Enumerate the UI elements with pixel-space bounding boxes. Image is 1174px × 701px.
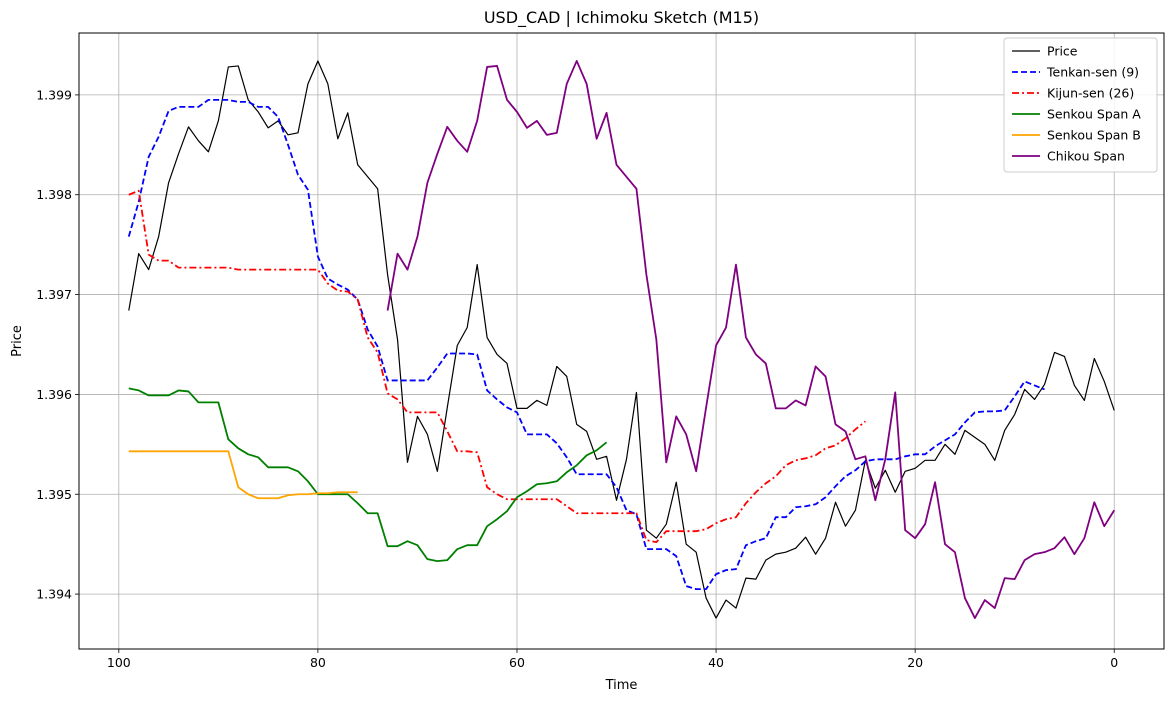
- x-axis-label: Time: [605, 678, 638, 693]
- x-tick-label: 40: [708, 655, 724, 670]
- series-line-kijun-sen-26: [128, 189, 866, 544]
- series-lines: [127, 60, 1115, 619]
- legend-entry: Chikou Span: [1047, 149, 1125, 164]
- series-line-senkou-span-b: [128, 450, 358, 500]
- x-tick-label: 20: [907, 655, 923, 670]
- x-tick-label: 60: [509, 655, 525, 670]
- legend-entry: Price: [1047, 44, 1078, 59]
- plot-frame: [78, 32, 1165, 650]
- x-tick-label: 0: [1110, 655, 1118, 670]
- legend-entry: Tenkan-sen (9): [1046, 65, 1139, 80]
- y-tick-label: 1.395: [36, 487, 72, 502]
- x-tick-label: 100: [107, 655, 131, 670]
- y-tick-label: 1.396: [36, 387, 72, 402]
- legend: Price Tenkan-sen (9) Kijun-sen (26) Senkou …: [1003, 37, 1158, 173]
- y-tick-label: 1.399: [36, 87, 72, 102]
- x-tick-label: 80: [310, 655, 326, 670]
- series-line-tenkan-sen-9: [127, 98, 1045, 590]
- series-line-price: [128, 60, 1115, 619]
- legend-entry: Kijun-sen (26): [1047, 86, 1134, 101]
- legend-entry: Senkou Span B: [1047, 128, 1141, 143]
- y-axis: 1.394 1.395 1.396 1.397 1.398 1.399: [36, 87, 79, 602]
- series-line-chikou-span: [386, 60, 1115, 619]
- grid: [79, 33, 1164, 649]
- y-axis-label: Price: [10, 325, 25, 357]
- chart-title: USD_CAD | Ichimoku Sketch (M15): [484, 8, 759, 28]
- legend-entry: Senkou Span A: [1047, 107, 1141, 122]
- legend-box: [1003, 37, 1158, 173]
- x-axis: 100 80 60 40 20 0: [107, 649, 1118, 670]
- y-tick-label: 1.397: [36, 287, 72, 302]
- y-tick-label: 1.394: [36, 587, 72, 602]
- y-tick-label: 1.398: [36, 187, 72, 202]
- series-line-senkou-span-a: [128, 387, 608, 563]
